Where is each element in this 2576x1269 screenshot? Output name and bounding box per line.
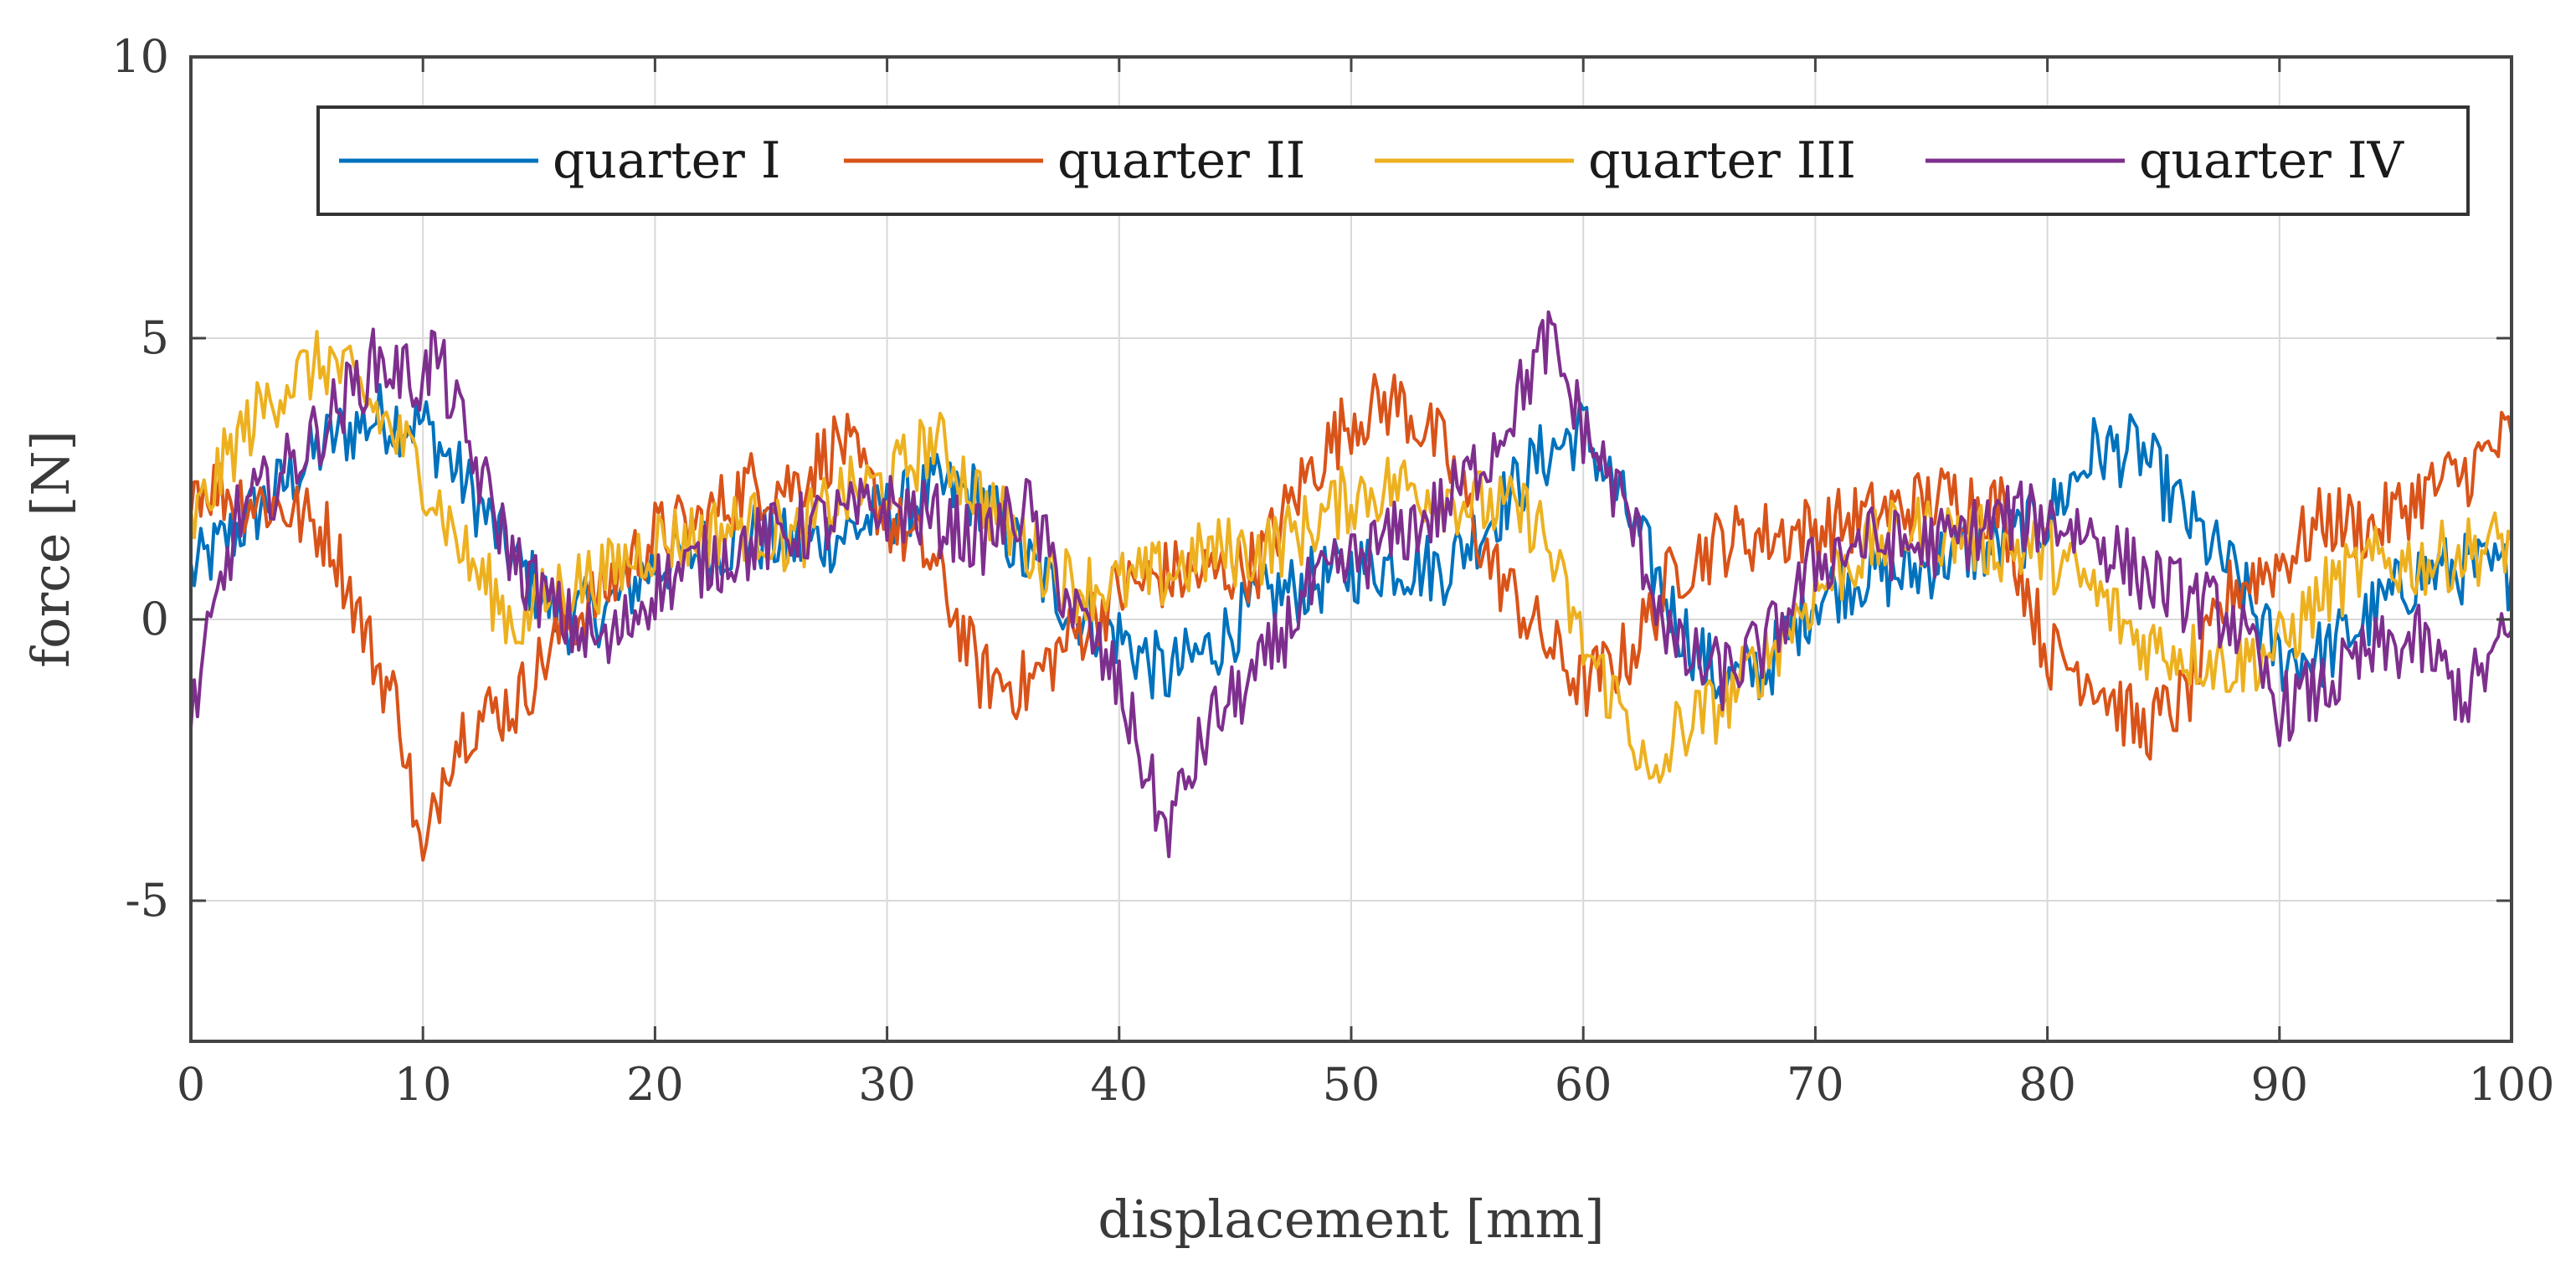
x-tick-label-2: 20 xyxy=(626,1058,684,1111)
legend-items: quarter I quarter II quarter III quarter IV xyxy=(339,131,2405,190)
x-tick-label-0: 0 xyxy=(177,1058,205,1111)
x-tick-label-6: 60 xyxy=(1555,1058,1612,1111)
x-tick-label-7: 70 xyxy=(1787,1058,1844,1111)
y-tick-label-3: 10 xyxy=(111,30,169,83)
y-axis-label: force [N] xyxy=(20,430,81,668)
y-tick-label-1: 0 xyxy=(141,593,169,645)
series-line-3 xyxy=(189,330,2513,784)
legend-label-2: quarter II xyxy=(1057,131,1305,190)
x-tick-label-8: 80 xyxy=(2018,1058,2076,1111)
axis-ticks: 0 10 20 30 40 50 60 70 80 90 100 -5 0 5 10 xyxy=(111,30,2554,1111)
series-lines xyxy=(189,310,2513,862)
y-tick-label-0: -5 xyxy=(125,874,169,927)
series-line-4 xyxy=(189,310,2513,859)
legend: quarter I quarter II quarter III quarter IV xyxy=(316,105,2470,216)
x-tick-label-10: 100 xyxy=(2468,1058,2554,1111)
x-tick-label-5: 50 xyxy=(1323,1058,1381,1111)
legend-label-3: quarter III xyxy=(1588,131,1856,190)
series-line-1 xyxy=(189,383,2513,711)
legend-label-1: quarter I xyxy=(553,131,781,190)
x-axis-label: displacement [mm] xyxy=(1098,1189,1604,1250)
legend-label-4: quarter IV xyxy=(2139,131,2405,190)
x-tick-label-1: 10 xyxy=(394,1058,452,1111)
x-tick-label-3: 30 xyxy=(858,1058,916,1111)
y-tick-label-2: 5 xyxy=(141,311,169,364)
x-tick-label-9: 90 xyxy=(2250,1058,2308,1111)
x-tick-label-4: 40 xyxy=(1090,1058,1148,1111)
